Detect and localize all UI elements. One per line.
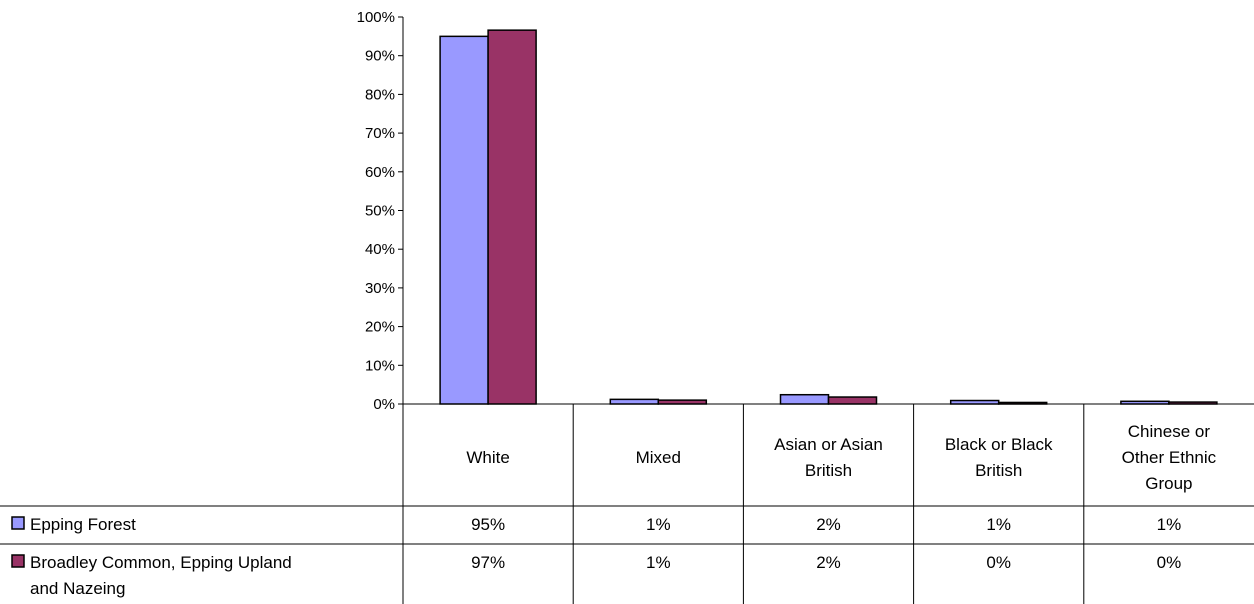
table-value-series1-cat4: 0%	[1157, 553, 1182, 572]
legend-key-series1	[11, 554, 25, 568]
bar-series0-cat0	[439, 35, 489, 405]
category-label: White	[466, 448, 509, 467]
y-axis: 0% 10% 20% 30% 40% 50% 60% 70% 80% 90% 100%	[357, 9, 404, 413]
bar-series1-cat2	[827, 396, 878, 405]
table-value-series0-cat2: 2%	[816, 515, 841, 534]
table-value-series1-cat2: 2%	[816, 553, 841, 572]
table-value-series0-cat3: 1%	[986, 515, 1011, 534]
y-tick-label: 10%	[365, 357, 395, 374]
category-label: Group	[1145, 474, 1192, 493]
bar-series1-cat0	[487, 29, 537, 405]
y-tick-label: 80%	[365, 86, 395, 103]
table-value-series0-cat1: 1%	[646, 515, 671, 534]
table-value-series1-cat1: 1%	[646, 553, 671, 572]
table-value-series0-cat0: 95%	[471, 515, 505, 534]
category-label: Mixed	[636, 448, 681, 467]
bars	[439, 29, 1218, 405]
legend-label-series1: and Nazeing	[30, 579, 125, 598]
category-label: Other Ethnic	[1122, 448, 1217, 467]
y-tick-label: 100%	[357, 9, 395, 26]
table-value-series1-cat0: 97%	[471, 553, 505, 572]
y-tick-label: 20%	[365, 319, 395, 336]
table-value-series1-cat3: 0%	[986, 553, 1011, 572]
category-label: British	[975, 461, 1022, 480]
legend-label-series0: Epping Forest	[30, 515, 136, 534]
y-tick-label: 40%	[365, 241, 395, 258]
data-table: White Mixed Asian or Asian British Black or …	[0, 403, 1254, 604]
bar-series1-cat1	[657, 399, 708, 405]
legend-label-series1: Broadley Common, Epping Upland	[30, 553, 292, 572]
legend-key-series0	[11, 516, 25, 530]
y-tick-label: 30%	[365, 280, 395, 297]
y-tick-label: 90%	[365, 48, 395, 65]
y-tick-label: 0%	[373, 396, 395, 413]
y-tick-label: 60%	[365, 164, 395, 181]
y-tick-label: 70%	[365, 125, 395, 142]
y-tick-label: 50%	[365, 203, 395, 220]
category-label: British	[805, 461, 852, 480]
category-label: Chinese or	[1128, 422, 1211, 441]
table-value-series0-cat4: 1%	[1157, 515, 1182, 534]
bar-series0-cat2	[779, 393, 830, 405]
bar-series0-cat1	[609, 398, 660, 405]
category-label: Asian or Asian	[774, 435, 883, 454]
category-label: Black or Black	[945, 435, 1053, 454]
bar-series0-cat3	[949, 399, 1000, 405]
